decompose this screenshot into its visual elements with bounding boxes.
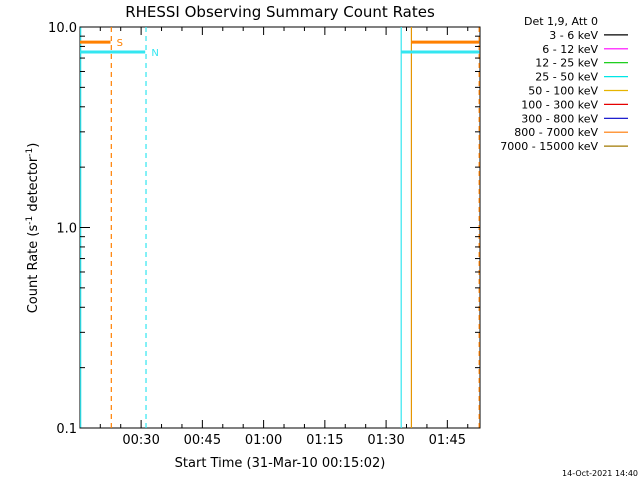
y-tick-label: 0.1: [56, 422, 77, 437]
x-tick-label: 01:00: [245, 433, 282, 448]
legend-entry-label: 25 - 50 keV: [535, 71, 598, 84]
y-tick-label: 1.0: [56, 222, 77, 237]
legend-entry-label: 3 - 6 keV: [549, 29, 598, 42]
legend-entry-label: 12 - 25 keV: [535, 57, 598, 70]
y-axis-label-part: ): [26, 143, 41, 148]
timestamp: 14-Oct-2021 14:40: [562, 469, 638, 478]
legend-header: Det 1,9, Att 0: [524, 15, 598, 28]
legend-entry-label: 800 - 7000 keV: [514, 126, 598, 139]
legend-entry-label: 50 - 100 keV: [528, 85, 598, 98]
x-tick-label: 01:45: [429, 433, 466, 448]
y-axis-label-sup: -1: [25, 148, 35, 157]
x-tick-label: 01:30: [367, 433, 404, 448]
plot-frame: [79, 26, 481, 429]
x-axis-label: Start Time (31-Mar-10 00:15:02): [175, 456, 386, 471]
x-tick-label: 01:15: [306, 433, 343, 448]
y-tick-label: 10.0: [48, 21, 77, 36]
x-tick-label: 00:45: [184, 433, 221, 448]
y-axis-label-sup: -1: [25, 216, 35, 225]
annotation-label: N: [151, 48, 158, 59]
y-axis-label: Count Rate (s-1 detector-1): [25, 143, 41, 314]
plot-area: S N 00:30 00:45 01:00 01:15 01:30 01:45 0.1 1.0 10…: [48, 21, 481, 448]
legend-entry-label: 7000 - 15000 keV: [500, 140, 598, 153]
legend-entry-label: 100 - 300 keV: [521, 98, 598, 111]
legend-entry-label: 6 - 12 keV: [542, 43, 598, 56]
x-tick-label: 00:30: [122, 433, 159, 448]
annotation-label: S: [117, 38, 123, 49]
legend-entry-label: 300 - 800 keV: [521, 112, 598, 125]
y-axis-label-part: Count Rate (s: [26, 225, 41, 314]
chart-title: RHESSI Observing Summary Count Rates: [125, 3, 435, 21]
y-axis-label-part: detector: [26, 156, 41, 216]
